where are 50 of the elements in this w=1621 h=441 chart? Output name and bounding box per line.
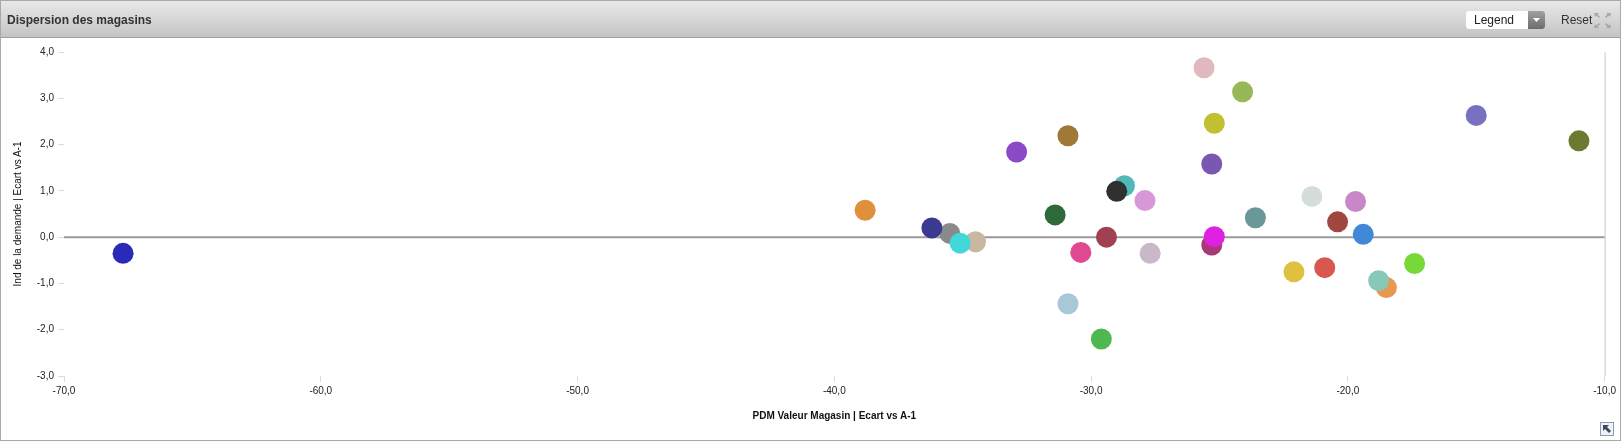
point bbox=[1106, 180, 1128, 202]
point bbox=[1201, 153, 1223, 175]
y-tick-label: 3,0 bbox=[40, 92, 55, 104]
point bbox=[1232, 81, 1254, 103]
point bbox=[1193, 57, 1215, 79]
point bbox=[112, 242, 134, 264]
y-tick-label: -1,0 bbox=[36, 277, 55, 289]
point bbox=[1057, 125, 1079, 147]
point bbox=[1352, 223, 1374, 245]
point bbox=[1568, 130, 1590, 152]
point bbox=[1301, 185, 1323, 207]
point bbox=[949, 232, 971, 254]
point bbox=[921, 217, 943, 239]
point bbox=[854, 199, 876, 221]
point bbox=[1203, 112, 1225, 134]
y-tick-label: 2,0 bbox=[40, 138, 55, 150]
y-tick-label: 0,0 bbox=[40, 230, 55, 242]
point bbox=[1314, 257, 1336, 279]
point bbox=[1283, 261, 1305, 283]
point bbox=[1006, 141, 1028, 163]
point bbox=[1139, 242, 1161, 264]
point bbox=[1090, 328, 1112, 350]
point bbox=[1070, 241, 1092, 263]
point bbox=[1368, 270, 1390, 292]
x-tick-label: -60,0 bbox=[309, 384, 333, 396]
y-axis-title: Ind de la demande | Ecart vs A-1 bbox=[11, 141, 23, 287]
x-axis-title: PDM Valeur Magasin | Ecart vs A-1 bbox=[752, 409, 917, 421]
text: Reset bbox=[1561, 13, 1593, 27]
point bbox=[1345, 191, 1367, 212]
y-tick-label: 1,0 bbox=[40, 184, 55, 196]
y-tick-label: -3,0 bbox=[36, 369, 55, 381]
x-tick-label: -70,0 bbox=[52, 384, 76, 396]
x-tick-label: -20,0 bbox=[1336, 384, 1360, 396]
point bbox=[1404, 253, 1426, 275]
chart-title: Dispersion des magasins bbox=[7, 13, 152, 27]
point bbox=[1044, 204, 1066, 226]
point bbox=[1465, 104, 1487, 126]
point bbox=[1327, 211, 1349, 233]
point bbox=[1203, 226, 1225, 248]
point bbox=[1134, 190, 1156, 212]
x-tick-label: -40,0 bbox=[822, 384, 847, 396]
x-tick-label: -50,0 bbox=[566, 384, 590, 396]
point bbox=[1095, 226, 1117, 248]
x-tick-label: -10,0 bbox=[1593, 384, 1617, 396]
y-tick-label: -2,0 bbox=[36, 323, 55, 335]
y-tick-label: 4,0 bbox=[40, 45, 55, 57]
point bbox=[1057, 293, 1079, 315]
x-tick-label: -30,0 bbox=[1079, 384, 1103, 396]
point bbox=[1244, 207, 1266, 229]
dropdown-field: Legend bbox=[1466, 11, 1545, 29]
